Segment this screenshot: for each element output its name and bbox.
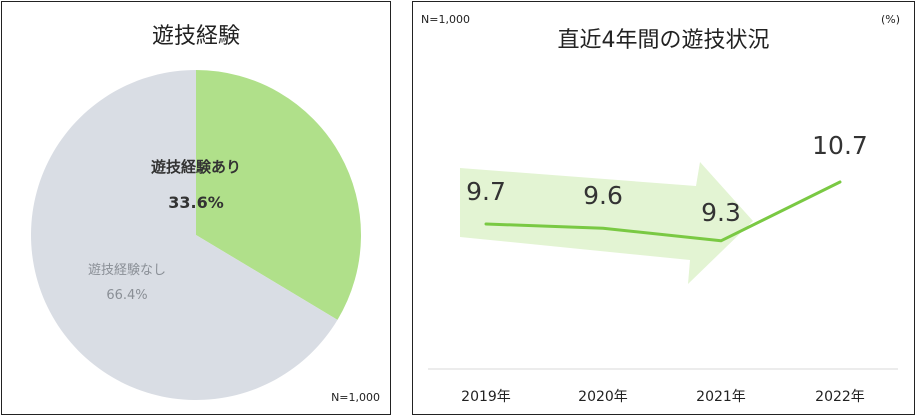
pie-slice-experienced (196, 70, 361, 320)
pie-slice-not-experienced (30, 70, 338, 400)
line-chart-title: 直近4年間の遊技状況 (557, 28, 770, 53)
pie-label-not-experienced: 遊技経験なし (88, 263, 166, 278)
x-tick-label: 2022年 (815, 389, 865, 405)
trend-arrow-shape (460, 162, 753, 284)
data-label-2020年: 9.6 (583, 181, 623, 210)
data-label-2019年: 9.7 (466, 177, 506, 206)
pie-chart-title: 遊技経験 (151, 24, 240, 49)
pie-chart-svg: 遊技経験あり 33.6% 遊技経験なし 66.4% (30, 70, 361, 400)
line-chart-panel: N=1,000 (%) 直近4年間の遊技状況 9.7 9.6 9.3 10.7 201… (412, 1, 915, 415)
pie-sample-size-note: N=1,000 (331, 391, 380, 404)
line-unit-label: (%) (880, 13, 900, 26)
pie-value-experienced: 33.6% (168, 193, 224, 212)
series-line (484, 180, 842, 243)
x-tick-label: 2019年 (461, 389, 511, 405)
data-label-2021年: 9.3 (701, 198, 741, 227)
line-sample-size-note: N=1,000 (421, 13, 470, 26)
x-tick-label: 2020年 (578, 389, 628, 405)
pie-value-not-experienced: 66.4% (106, 288, 147, 303)
pie-chart-panel: 遊技経験 遊技経験あり 33.6% 遊技経験なし 66.4% N=1,000 (1, 1, 391, 415)
line-chart-svg: 9.7 9.6 9.3 10.7 2019年 2020年 2021年 2022年 (428, 131, 898, 405)
x-tick-label: 2021年 (696, 389, 746, 405)
pie-label-experienced: 遊技経験あり (151, 158, 241, 176)
data-label-2022年: 10.7 (812, 131, 868, 160)
